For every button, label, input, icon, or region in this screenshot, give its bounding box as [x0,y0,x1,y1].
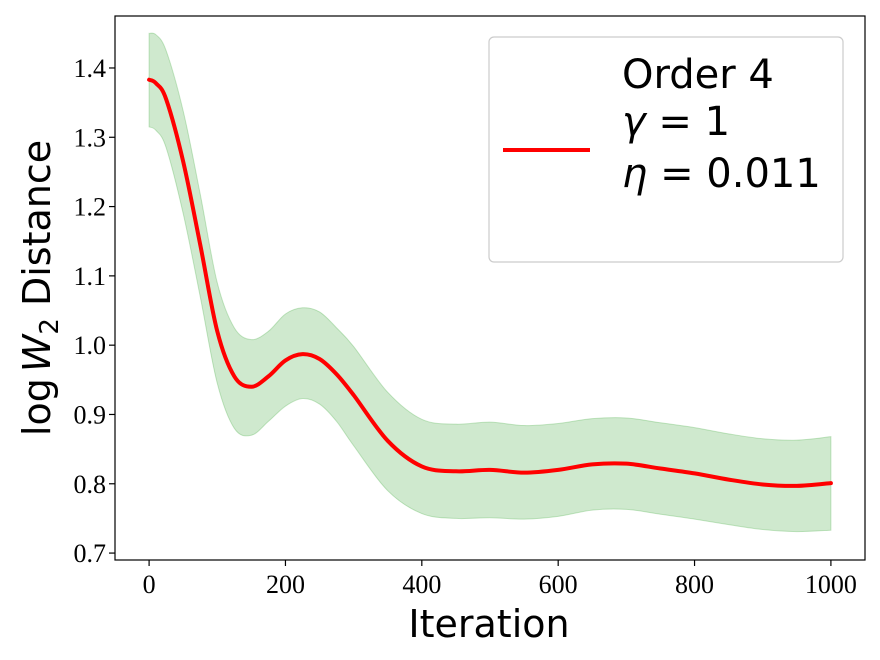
y-tick-label: 1.3 [74,123,107,152]
y-axis-ticks: 0.7 0.8 0.9 1.0 1.1 1.2 1.3 1.4 [74,54,115,568]
legend-box [488,36,844,263]
legend: Order 4 γ = 1 η = 0.011 [488,36,844,263]
legend-line-order: Order 4 [622,52,774,98]
y-axis-label-sub: 2 [35,318,65,335]
y-tick-label: 1.0 [74,331,107,360]
y-tick-label: 0.9 [74,400,107,429]
y-tick-label: 1.4 [74,54,107,83]
plot-frame [114,15,866,561]
y-tick-label: 0.8 [74,470,107,499]
x-tick-label: 400 [402,570,441,599]
legend-line-eta: η = 0.011 [622,151,821,197]
y-axis-label: log W2 Distance [15,140,65,436]
x-tick-label: 800 [675,570,714,599]
series-line-layer [147,77,833,488]
series-line-0 [147,77,833,488]
x-tick-label: 1000 [805,570,857,599]
y-tick-label: 0.7 [74,539,107,568]
x-tick-label: 600 [539,570,578,599]
x-axis-ticks: 0 200 400 600 800 1000 [143,560,857,599]
y-axis-label-var: W [15,333,59,372]
x-axis-label: Iteration [408,602,569,646]
y-axis-label-suffix: Distance [15,140,59,306]
legend-line-gamma: γ = 1 [622,99,730,145]
confidence-band-0 [148,32,832,533]
x-tick-label: 200 [266,570,305,599]
y-tick-label: 1.1 [74,262,107,291]
y-tick-label: 1.2 [74,193,107,222]
y-axis-label-log: log [15,378,59,436]
confidence-band-layer [148,32,832,533]
x-tick-label: 0 [143,570,156,599]
